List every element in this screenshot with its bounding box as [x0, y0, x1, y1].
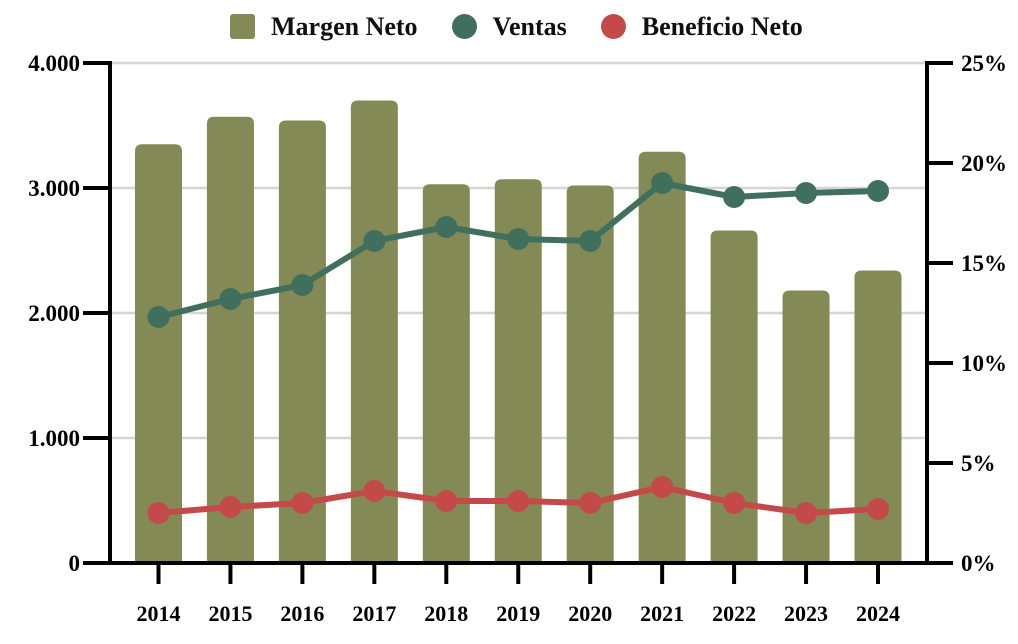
year-label-2016: 2016 [280, 601, 324, 626]
ventas-point-2021 [651, 172, 674, 194]
legend-label: Margen Neto [271, 12, 418, 41]
right-axis-tick-label: 10% [961, 351, 1007, 376]
year-label-2023: 2023 [784, 601, 828, 626]
beneficio-neto-point-2023 [795, 502, 818, 524]
beneficio-neto-point-2016 [291, 492, 314, 514]
legend-circle-marker-icon [600, 13, 626, 39]
right-axis-tick-label: 15% [961, 251, 1007, 276]
left-axis-tick-label: 4.000 [28, 51, 80, 76]
ventas-point-2022 [723, 186, 746, 208]
year-label-2014: 2014 [137, 601, 181, 626]
beneficio-neto-point-2020 [579, 492, 602, 514]
right-axis-tick-label: 20% [961, 151, 1007, 176]
legend-circle-marker-icon [451, 13, 477, 39]
ventas-point-2019 [507, 228, 530, 250]
right-axis-tick-label: 5% [961, 451, 996, 476]
legend-item-ventas: Ventas [451, 12, 567, 41]
ventas-point-2023 [795, 182, 818, 204]
year-label-2024: 2024 [856, 601, 900, 626]
ventas-point-2020 [579, 230, 602, 252]
legend-label: Beneficio Neto [641, 12, 803, 41]
ventas-point-2024 [867, 180, 889, 202]
beneficio-neto-point-2018 [435, 490, 458, 512]
beneficio-neto-point-2024 [867, 498, 889, 520]
left-axis-tick-label: 3.000 [28, 176, 80, 201]
bar-2020 [566, 185, 614, 563]
legend-label: Ventas [492, 12, 567, 41]
bar-2022 [710, 230, 758, 563]
bar-2015 [206, 116, 254, 563]
year-label-2018: 2018 [424, 601, 468, 626]
bar-2019 [494, 179, 542, 563]
beneficio-neto-point-2019 [507, 490, 530, 512]
year-label-2022: 2022 [712, 601, 756, 626]
bar-2023 [782, 290, 830, 563]
year-label-2021: 2021 [640, 601, 684, 626]
legend: Margen Neto Ventas Beneficio Neto [230, 12, 803, 40]
bar-2016 [278, 120, 326, 563]
bar-2024 [854, 270, 902, 563]
left-axis-tick-label: 2.000 [28, 301, 80, 326]
bar-2017 [350, 100, 398, 563]
ventas-point-2016 [291, 274, 314, 296]
year-label-2019: 2019 [496, 601, 540, 626]
beneficio-neto-point-2015 [219, 496, 242, 518]
beneficio-neto-point-2022 [723, 492, 746, 514]
beneficio-neto-point-2021 [651, 476, 674, 498]
bar-2014 [135, 144, 182, 563]
ventas-point-2018 [435, 216, 458, 238]
right-axis-tick-label: 0% [961, 551, 996, 576]
legend-square-marker-icon [230, 13, 255, 39]
ventas-point-2017 [363, 230, 386, 252]
legend-item-margen-neto: Margen Neto [230, 12, 418, 40]
left-axis-tick-label: 0 [69, 551, 81, 576]
year-label-2015: 2015 [208, 601, 252, 626]
left-axis-tick-label: 1.000 [28, 426, 80, 451]
year-label-2020: 2020 [568, 601, 612, 626]
legend-item-beneficio-neto: Beneficio Neto [600, 12, 803, 41]
bar-2021 [638, 151, 686, 563]
ventas-point-2015 [219, 288, 242, 310]
ventas-point-2014 [147, 306, 170, 328]
bar-2018 [422, 184, 470, 563]
beneficio-neto-point-2014 [147, 502, 170, 524]
right-axis-tick-label: 25% [961, 51, 1007, 76]
beneficio-neto-point-2017 [363, 480, 386, 502]
year-label-2017: 2017 [352, 601, 396, 626]
